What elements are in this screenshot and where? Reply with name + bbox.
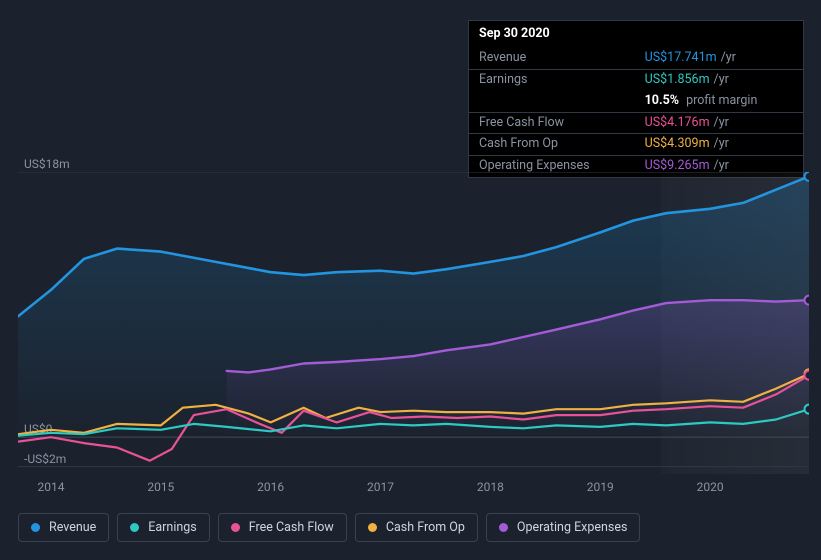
chart-legend: Revenue Earnings Free Cash Flow Cash From O… — [18, 513, 640, 542]
x-axis-label: 2014 — [37, 480, 64, 494]
x-axis-label: 2017 — [367, 480, 394, 494]
marker-opex — [805, 296, 810, 305]
tooltip-metric-label: Earnings — [469, 69, 635, 90]
legend-dot-icon — [368, 523, 377, 532]
legend-label: Free Cash Flow — [249, 520, 334, 535]
chart-tooltip: Sep 30 2020 RevenueUS$17.741m/yrEarnings… — [468, 20, 804, 178]
tooltip-metric-value: US$4.309m/yr — [635, 134, 803, 156]
tooltip-row: Free Cash FlowUS$4.176m/yr — [469, 112, 803, 134]
x-axis-label: 2015 — [147, 480, 174, 494]
tooltip-row: Cash From OpUS$4.309m/yr — [469, 134, 803, 156]
x-axis: 2014 2015 2016 2017 2018 2019 2020 — [18, 480, 809, 498]
tooltip-metric-label: Cash From Op — [469, 134, 635, 156]
tooltip-date: Sep 30 2020 — [469, 21, 803, 48]
tooltip-metric-value: US$17.741m/yr — [635, 48, 803, 69]
legend-item-revenue[interactable]: Revenue — [18, 513, 109, 542]
marker-earnings — [805, 405, 810, 414]
legend-item-earnings[interactable]: Earnings — [117, 513, 209, 542]
tooltip-metric-label: Free Cash Flow — [469, 112, 635, 134]
legend-dot-icon — [499, 523, 508, 532]
x-axis-label: 2018 — [477, 480, 504, 494]
legend-dot-icon — [130, 523, 139, 532]
tooltip-metric-label: Revenue — [469, 48, 635, 69]
marker-revenue — [805, 172, 810, 181]
tooltip-metric-value: US$1.856m/yr — [635, 69, 803, 90]
x-axis-label: 2020 — [697, 480, 724, 494]
tooltip-table: RevenueUS$17.741m/yrEarningsUS$1.856m/yr… — [469, 48, 803, 177]
legend-item-opex[interactable]: Operating Expenses — [486, 513, 641, 542]
tooltip-row: EarningsUS$1.856m/yr — [469, 69, 803, 90]
x-axis-label: 2019 — [587, 480, 614, 494]
tooltip-row: RevenueUS$17.741m/yr — [469, 48, 803, 69]
legend-item-fcf[interactable]: Free Cash Flow — [218, 513, 347, 542]
tooltip-profit-margin-row: 10.5% profit margin — [469, 91, 803, 112]
legend-dot-icon — [231, 523, 240, 532]
tooltip-metric-value: US$4.176m/yr — [635, 112, 803, 134]
legend-label: Cash From Op — [386, 520, 465, 535]
legend-dot-icon — [31, 523, 40, 532]
legend-label: Revenue — [49, 520, 96, 535]
chart-plot-area[interactable] — [18, 172, 809, 474]
marker-fcf — [805, 371, 810, 380]
legend-label: Operating Expenses — [517, 520, 628, 535]
x-axis-label: 2016 — [257, 480, 284, 494]
financial-timeseries-chart: { "tooltip": { "date": "Sep 30 2020", "r… — [0, 0, 821, 560]
y-axis-label: US$18m — [24, 157, 70, 171]
legend-label: Earnings — [148, 520, 196, 535]
legend-item-cashop[interactable]: Cash From Op — [355, 513, 478, 542]
